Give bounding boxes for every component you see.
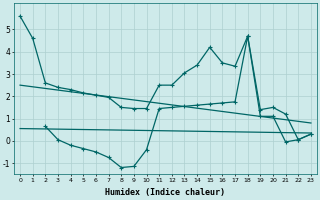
X-axis label: Humidex (Indice chaleur): Humidex (Indice chaleur) (106, 188, 226, 197)
